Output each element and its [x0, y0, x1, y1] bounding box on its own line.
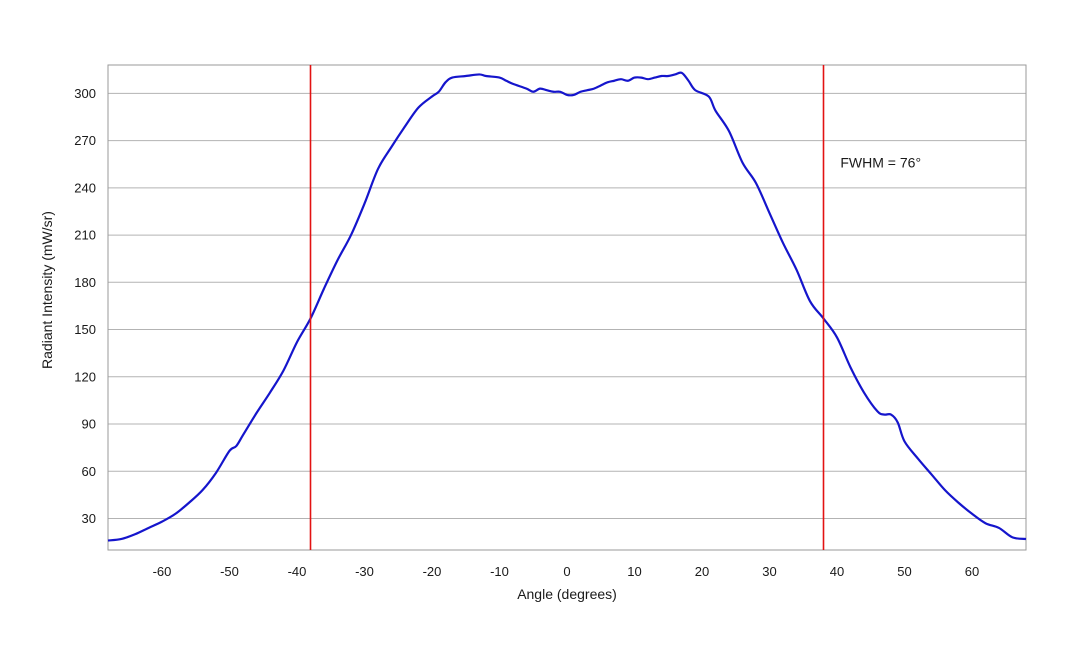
fwhm-markers	[309, 65, 825, 550]
x-tick-label: 60	[965, 564, 979, 579]
y-tick-label: 90	[82, 417, 96, 432]
x-tick-label: -10	[490, 564, 509, 579]
y-tick-label: 60	[82, 464, 96, 479]
x-axis-title: Angle (degrees)	[517, 586, 617, 602]
y-tick-label: 270	[74, 133, 96, 148]
y-axis-title: Radiant Intensity (mW/sr)	[39, 211, 55, 369]
radiant-intensity-line	[107, 71, 1027, 542]
x-tick-label: -20	[423, 564, 442, 579]
x-tick-label: -30	[355, 564, 374, 579]
plot-frame	[107, 64, 1027, 551]
x-tick-labels: -60 -50 -40 -30 -20 -10 0 10 20 30 40 50 60	[153, 564, 980, 579]
series-layer	[107, 71, 1027, 542]
x-tick-label: -50	[220, 564, 239, 579]
x-tick-label: 0	[563, 564, 570, 579]
x-tick-label: 40	[830, 564, 844, 579]
x-tick-label: 30	[762, 564, 776, 579]
x-tick-label: 20	[695, 564, 709, 579]
y-tick-label: 240	[74, 180, 96, 195]
x-tick-label: 10	[627, 564, 641, 579]
y-tick-label: 180	[74, 275, 96, 290]
x-tick-label: -60	[153, 564, 172, 579]
annotations: FWHM = 76°	[840, 154, 921, 170]
x-tick-label: 50	[897, 564, 911, 579]
y-tick-labels: 30 60 90 120 150 180 210 240 270 300	[74, 86, 96, 526]
y-tick-label: 210	[74, 228, 96, 243]
gridlines	[108, 92, 1026, 520]
y-tick-label: 120	[74, 369, 96, 384]
fwhm-annotation: FWHM = 76°	[840, 154, 921, 170]
y-tick-label: 150	[74, 322, 96, 337]
y-tick-label: 30	[82, 511, 96, 526]
x-tick-label: -40	[288, 564, 307, 579]
y-tick-label: 300	[74, 86, 96, 101]
